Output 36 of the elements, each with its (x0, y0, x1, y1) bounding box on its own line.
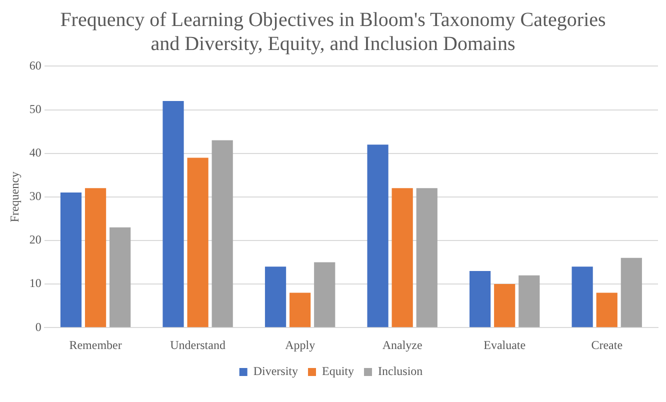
y-tick-label: 20 (29, 232, 42, 247)
bar (162, 101, 184, 328)
bar (212, 140, 233, 328)
bar (264, 266, 286, 328)
bar (110, 227, 131, 328)
y-tick-label: 30 (29, 189, 42, 204)
bar (596, 292, 618, 328)
bar (518, 275, 540, 328)
y-tick-label: 40 (29, 145, 42, 160)
x-tick-label: Understand (170, 338, 226, 352)
bar (187, 158, 208, 328)
bar (572, 266, 593, 328)
legend-label: Diversity (253, 364, 298, 378)
bar (314, 262, 336, 328)
y-tick-label: 0 (35, 320, 42, 334)
x-tick-label: Create (591, 338, 623, 352)
bar (494, 284, 516, 328)
bar (470, 270, 491, 328)
y-axis-title: Frequency (7, 172, 22, 222)
legend-label: Inclusion (378, 364, 423, 378)
bar (620, 258, 642, 328)
bar (60, 192, 82, 328)
chart-title: Frequency of Learning Objectives in Bloom's Taxonomy Categories and Diversity, Equity, and Inclusion Domains (59, 8, 607, 56)
bar (416, 188, 438, 328)
bar (392, 188, 413, 328)
y-tick-label: 10 (29, 276, 42, 290)
bar (367, 144, 388, 328)
bar (290, 292, 311, 328)
x-tick-label: Evaluate (484, 338, 526, 352)
bar (84, 188, 106, 328)
legend-label: Equity (322, 364, 354, 378)
y-tick-label: 50 (29, 102, 42, 116)
x-tick-label: Analyze (382, 338, 422, 352)
x-tick-label: Remember (69, 338, 122, 352)
y-tick-label: 60 (29, 58, 42, 72)
x-tick-label: Apply (285, 338, 316, 352)
